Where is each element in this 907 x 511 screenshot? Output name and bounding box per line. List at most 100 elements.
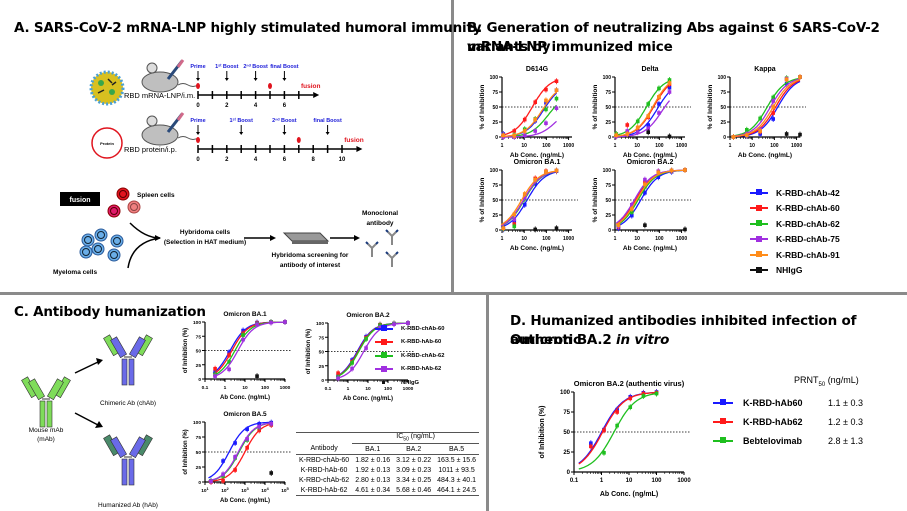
chimeric-antibody-icon (103, 334, 153, 386)
divider-vertical-bottom (486, 293, 489, 511)
legend-swatch (375, 381, 393, 385)
x-tick-label: 10 (365, 386, 371, 392)
x-tick-label: 1000 (677, 478, 691, 484)
x-tick-label: 1 (347, 386, 350, 392)
timeline-tick-label: 10 (339, 157, 346, 163)
legend-marker (756, 220, 762, 227)
fit-curve (578, 392, 657, 470)
panel-b-title-line1: B. Generation of neutralizing Abs agains… (467, 20, 880, 55)
x-tick-label: 1 (600, 478, 604, 484)
svg-text:Protein: Protein (100, 141, 114, 146)
myeloma-nucleus (94, 245, 102, 253)
series-K-RBD-chAb-91 (614, 80, 672, 139)
legend-label: K-RBD-hAb60 (743, 397, 803, 408)
legend-swatch (375, 365, 393, 372)
fit-curve (614, 82, 670, 137)
myeloma-cell (91, 242, 105, 256)
lnp-particle-icon (89, 70, 125, 106)
data-point (533, 177, 538, 182)
y-tick-label: 0 (608, 135, 611, 141)
chart-title: D614G (526, 66, 549, 73)
data-point (625, 129, 630, 133)
series-K-RBD-chAb-91 (501, 87, 559, 139)
panel-a-schedule: RBD mRNA-LNP/i.m. 0 2 4 6 Prime 1ˢᵗ Boost 2ⁿᵈ … (89, 59, 364, 163)
x-axis-label: Ab Conc. (ng/mL) (510, 245, 564, 252)
legend-label: NHIgG (776, 265, 803, 276)
well-plate-icon (282, 232, 330, 244)
data-point (654, 391, 659, 396)
data-point (257, 428, 261, 433)
x-tick-label: 0.1 (325, 386, 332, 392)
y-tick-label: 0 (198, 377, 201, 383)
data-point (283, 320, 287, 324)
data-point (336, 371, 340, 375)
data-point (731, 135, 736, 139)
y-tick-label: 75 (720, 90, 726, 96)
chart-B-Kappa: Kappa 0 25 50 75 100 1 10 100 1000 Ab Conc. (ng/mL… (707, 66, 806, 159)
y-axis-label: of Inhibition (%) (539, 406, 546, 459)
mouse-antibody-icon (21, 376, 71, 428)
series-K-RBD-hAb-62 (208, 420, 274, 485)
myeloma-cell (94, 228, 108, 242)
series-K-RBD-chAb-91 (615, 167, 687, 229)
legend-swatch (713, 437, 733, 443)
protein-route-label: RBD protein/i.p. (124, 145, 177, 154)
y-tick-label: 75 (196, 334, 202, 340)
data-point (628, 396, 633, 401)
table-row: K-RBD-hAb-62 4.61 ± 0.34 5.68 ± 0.46 464.1 … (296, 485, 480, 496)
legend-marker (381, 338, 387, 345)
data-point (667, 81, 672, 85)
svg-text:Hybridoma cells: Hybridoma cells (180, 229, 231, 236)
x-tick-label: 1000 (563, 143, 574, 149)
data-point (758, 116, 762, 121)
data-point (602, 451, 606, 455)
fusion-label: fusion (301, 83, 321, 90)
x-tick-label: 10 (521, 236, 527, 242)
fusion-box (60, 192, 100, 206)
data-point (406, 321, 410, 325)
x-tick-label: 0.1 (570, 478, 579, 484)
x-tick-label: 100 (651, 478, 662, 484)
data-point (350, 361, 354, 365)
svg-text:(Selection in HAT medium): (Selection in HAT medium) (164, 239, 246, 246)
x-tick-label: 103 (241, 486, 249, 494)
series-NHIgG (784, 131, 802, 138)
data-point (589, 444, 593, 449)
panel-d-chart: Omicron BA.2 (authentic virus)0255075100… (539, 379, 691, 498)
data-point (512, 224, 517, 229)
y-tick-label: 25 (196, 363, 202, 369)
data-point (614, 133, 619, 137)
data-point (512, 217, 517, 221)
data-point (643, 182, 647, 187)
myeloma-nucleus (82, 248, 90, 256)
data-point (771, 111, 776, 115)
data-point (255, 322, 259, 327)
y-tick-label: 75 (563, 410, 570, 416)
y-tick-label: 100 (718, 75, 727, 81)
x-tick-label: 1 (501, 143, 504, 149)
series-K-RBD-chAb-75 (500, 167, 559, 232)
prnt50-value: 1.1 ± 0.3 (828, 397, 863, 408)
chart-title: Omicron BA.2 (authentic virus) (574, 379, 685, 388)
legend-label: K-RBD-hAb-60 (401, 339, 442, 346)
fit-curve (501, 91, 557, 138)
panel-d-legend: K-RBD-hAb60 1.1 ± 0.3 K-RBD-hAb62 1.2 ± 0.3… (713, 393, 863, 450)
x-tick-label: 1 (224, 385, 227, 391)
panel-a-title: A. SARS-CoV-2 mRNA-LNP highly stimulated… (14, 20, 482, 36)
legend-item: K-RBD-hAb60 1.1 ± 0.3 (713, 393, 863, 412)
data-point (646, 126, 651, 131)
data-point (533, 227, 538, 232)
antibody-glyph (387, 231, 397, 245)
timeline-arrowhead (356, 146, 363, 152)
y-tick-label: 50 (720, 105, 726, 111)
x-tick-label: 10 (634, 236, 640, 242)
y-tick-label: 25 (563, 450, 570, 456)
svg-text:fusion: fusion (70, 197, 91, 204)
y-axis-label: % of Inhibition (592, 178, 599, 223)
data-point (233, 468, 237, 472)
data-point (798, 75, 802, 79)
y-tick-label: 100 (603, 75, 612, 81)
blood-drop-icon (196, 83, 200, 89)
data-point (544, 107, 548, 112)
